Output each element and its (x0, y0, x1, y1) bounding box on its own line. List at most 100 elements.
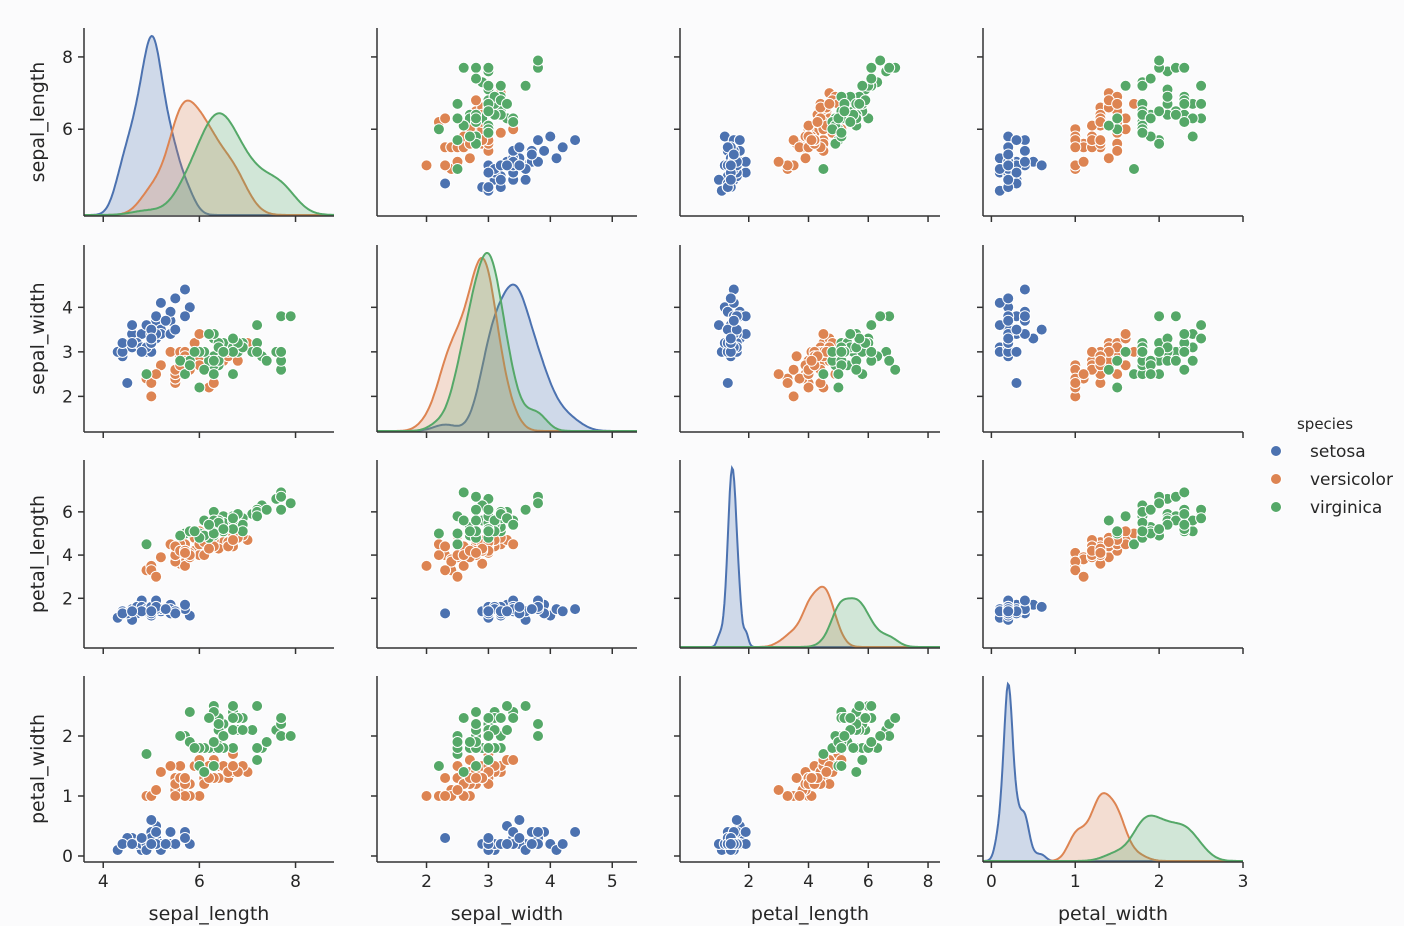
point-versicolor (420, 159, 433, 172)
y-tick-label: 6 (62, 120, 73, 140)
subplot-sepal_length-vs-sepal_length: 68 (62, 28, 334, 222)
point-virginica (1144, 503, 1157, 516)
point-virginica (501, 97, 513, 110)
point-virginica (275, 503, 288, 516)
point-setosa (135, 832, 148, 844)
point-versicolor (1077, 570, 1090, 583)
subplot-sepal_width-vs-petal_width (977, 245, 1244, 438)
point-versicolor (439, 564, 452, 577)
point-virginica (856, 754, 869, 766)
point-virginica (470, 61, 482, 74)
point-virginica (1144, 112, 1157, 125)
point-virginica (451, 736, 464, 748)
point-virginica (457, 514, 470, 527)
point-virginica (251, 754, 264, 766)
point-versicolor (787, 363, 800, 376)
point-versicolor (772, 368, 785, 381)
point-setosa (482, 181, 495, 194)
point-setosa (1010, 134, 1023, 147)
point-setosa (159, 838, 172, 850)
legend: species setosa versicolor virginica (1270, 415, 1393, 518)
point-virginica (1178, 61, 1191, 74)
point-versicolor (781, 790, 794, 802)
point-virginica (1119, 345, 1132, 358)
point-virginica (284, 497, 297, 510)
point-setosa (1002, 148, 1015, 161)
point-versicolor (1119, 328, 1132, 340)
point-setosa (159, 603, 172, 616)
y-tick-label: 4 (62, 298, 73, 318)
point-virginica (1153, 345, 1166, 358)
point-virginica (470, 503, 482, 516)
legend-label-virginica: virginica (1310, 498, 1382, 518)
kde-fill-versicolor (84, 100, 334, 215)
x-axis-label-petal_width: petal_width (1058, 903, 1168, 925)
x-tick-label: 1 (1070, 872, 1081, 892)
point-virginica (1136, 126, 1149, 139)
point-virginica (251, 700, 264, 712)
subplot-petal_length-vs-sepal_width (371, 460, 637, 654)
point-virginica (451, 538, 464, 551)
point-virginica (507, 518, 520, 531)
point-virginica (1111, 381, 1124, 394)
point-virginica (1161, 90, 1174, 103)
point-virginica (236, 525, 249, 538)
y-tick-label: 4 (62, 546, 73, 566)
point-virginica (519, 503, 532, 516)
point-setosa (126, 605, 139, 618)
point-versicolor (772, 155, 785, 168)
point-virginica (482, 730, 495, 742)
point-virginica (1169, 108, 1182, 121)
subplot-sepal_length-vs-sepal_width (371, 28, 637, 222)
point-versicolor (805, 354, 818, 367)
point-virginica (227, 332, 239, 345)
point-versicolor (817, 328, 830, 340)
point-virginica (817, 163, 830, 175)
point-virginica (1169, 354, 1182, 367)
kde-fill-setosa (377, 284, 637, 431)
point-setosa (501, 838, 513, 850)
point-setosa (482, 605, 495, 618)
point-virginica (463, 736, 476, 748)
point-virginica (494, 712, 507, 724)
point-setosa (525, 148, 538, 161)
point-setosa (494, 173, 507, 186)
point-virginica (1178, 97, 1191, 110)
point-versicolor (439, 772, 452, 784)
point-setosa (569, 826, 582, 838)
point-virginica (1153, 497, 1166, 510)
point-versicolor (154, 551, 167, 564)
point-versicolor (1094, 134, 1107, 147)
kde-fill-versicolor (680, 586, 940, 647)
subplot-sepal_width-vs-petal_length (674, 245, 940, 438)
point-virginica (1136, 345, 1149, 358)
kde-fill-virginica (680, 598, 940, 647)
x-tick-label: 6 (863, 872, 874, 892)
point-virginica (482, 503, 495, 516)
point-virginica (519, 700, 532, 712)
point-virginica (482, 126, 495, 139)
kde-line-virginica (680, 597, 940, 648)
point-setosa (556, 605, 569, 618)
point-setosa (439, 832, 452, 844)
subplot-sepal_length-vs-petal_width (977, 28, 1244, 222)
point-versicolor (154, 766, 167, 778)
point-virginica (432, 760, 445, 772)
point-versicolor (470, 94, 482, 107)
point-versicolor (799, 152, 812, 165)
x-tick-label: 2 (743, 872, 754, 892)
point-setosa (439, 607, 452, 620)
point-setosa (145, 814, 158, 826)
point-setosa (739, 826, 752, 838)
point-setosa (550, 152, 563, 165)
point-virginica (207, 736, 220, 748)
point-virginica (501, 700, 513, 712)
point-virginica (198, 766, 211, 778)
point-setosa (1002, 605, 1015, 618)
point-versicolor (1077, 368, 1090, 381)
point-virginica (1144, 368, 1157, 381)
point-virginica (284, 310, 297, 323)
point-virginica (1153, 105, 1166, 118)
point-setosa (730, 814, 743, 826)
point-versicolor (1094, 354, 1107, 367)
